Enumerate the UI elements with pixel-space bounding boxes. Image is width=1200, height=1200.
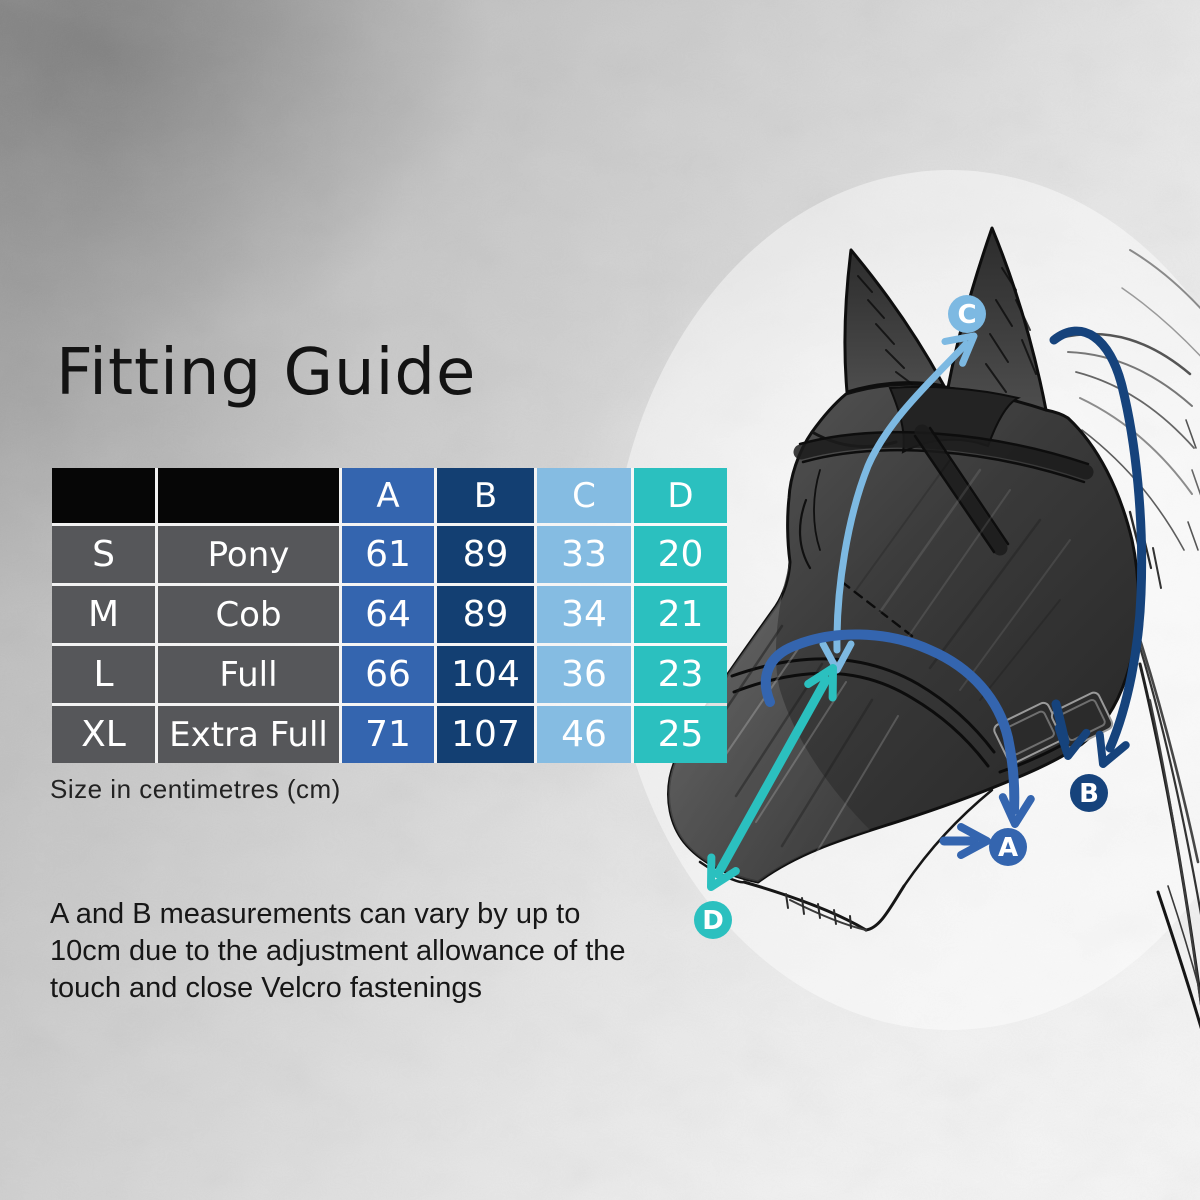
measurement-footnote: A and B measurements can vary by up to 1… bbox=[50, 896, 690, 1007]
cell-a: 61 bbox=[342, 526, 434, 583]
cell-a: 66 bbox=[342, 646, 434, 703]
cell-b: 89 bbox=[437, 586, 534, 643]
cell-c: 33 bbox=[537, 526, 631, 583]
cell-c: 46 bbox=[537, 706, 631, 763]
badge-b: B bbox=[1070, 774, 1108, 812]
page-title: Fitting Guide bbox=[56, 336, 477, 410]
size-unit-note: Size in centimetres (cm) bbox=[50, 774, 341, 804]
badge-d-letter: D bbox=[702, 906, 724, 936]
row-name: Full bbox=[158, 646, 339, 703]
table-header-blank-name bbox=[158, 468, 339, 523]
badge-a: A bbox=[989, 828, 1027, 866]
table-header-b: B bbox=[437, 468, 534, 523]
footnote-line: A and B measurements can vary by up to bbox=[50, 898, 581, 930]
row-name: Pony bbox=[158, 526, 339, 583]
cell-c: 34 bbox=[537, 586, 631, 643]
footnote-line: touch and close Velcro fastenings bbox=[50, 972, 483, 1004]
cell-d: 25 bbox=[634, 706, 727, 763]
row-name: Cob bbox=[158, 586, 339, 643]
table-header-blank-size bbox=[52, 468, 155, 523]
cell-c: 36 bbox=[537, 646, 631, 703]
badge-c: C bbox=[948, 295, 986, 333]
cell-b: 89 bbox=[437, 526, 534, 583]
row-size: XL bbox=[52, 706, 155, 763]
cell-b: 104 bbox=[437, 646, 534, 703]
cell-a: 71 bbox=[342, 706, 434, 763]
table-header-a: A bbox=[342, 468, 434, 523]
row-size: M bbox=[52, 586, 155, 643]
table-header-c: C bbox=[537, 468, 631, 523]
cell-a: 64 bbox=[342, 586, 434, 643]
cell-d: 20 bbox=[634, 526, 727, 583]
cell-b: 107 bbox=[437, 706, 534, 763]
cell-d: 23 bbox=[634, 646, 727, 703]
size-table: A B C D S Pony 61 89 33 20 M Cob 64 89 3… bbox=[52, 468, 727, 763]
row-size: L bbox=[52, 646, 155, 703]
badge-a-letter: A bbox=[998, 833, 1018, 863]
badge-d: D bbox=[694, 901, 732, 939]
badge-c-letter: C bbox=[957, 300, 976, 330]
badge-b-letter: B bbox=[1079, 779, 1099, 809]
table-header-d: D bbox=[634, 468, 727, 523]
row-name: Extra Full bbox=[158, 706, 339, 763]
footnote-line: 10cm due to the adjustment allowance of … bbox=[50, 935, 626, 967]
cell-d: 21 bbox=[634, 586, 727, 643]
row-size: S bbox=[52, 526, 155, 583]
